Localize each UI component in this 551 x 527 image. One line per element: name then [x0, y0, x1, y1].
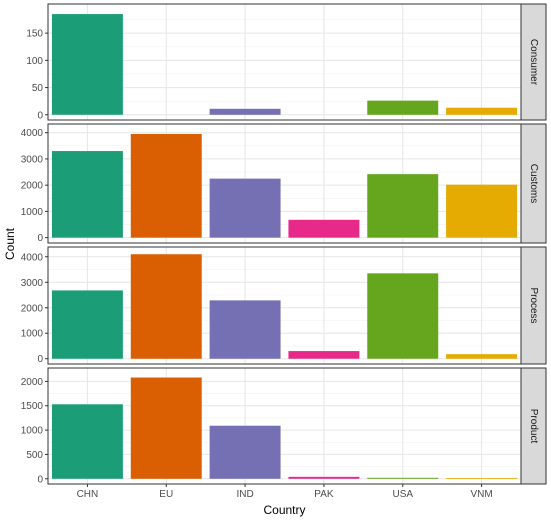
- bar-consumer-vnm: [446, 107, 518, 115]
- facet-label-customs: Customs: [528, 164, 539, 203]
- y-tick-label: 4000: [21, 252, 44, 263]
- bar-product-eu: [130, 377, 202, 479]
- bar-customs-usa: [367, 174, 439, 238]
- panel-background: [48, 247, 521, 364]
- bar-consumer-ind: [209, 108, 281, 115]
- bar-process-vnm: [446, 354, 518, 359]
- bar-customs-eu: [130, 134, 202, 238]
- y-tick-label: 2000: [21, 377, 44, 388]
- x-tick-label: VNM: [470, 489, 492, 500]
- panel-background: [48, 124, 521, 243]
- bar-consumer-chn: [51, 14, 123, 115]
- facet-label-process: Process: [528, 287, 539, 323]
- y-tick-label: 0: [37, 110, 43, 121]
- y-tick-label: 0: [37, 354, 43, 365]
- y-tick-label: 4000: [21, 128, 44, 139]
- y-tick-label: 1500: [21, 401, 44, 412]
- bar-process-eu: [130, 254, 202, 359]
- bar-process-pak: [288, 351, 360, 359]
- bar-process-ind: [209, 300, 281, 359]
- y-tick-label: 1000: [21, 426, 44, 437]
- bar-customs-ind: [209, 178, 281, 238]
- bar-customs-chn: [51, 151, 123, 238]
- y-tick-label: 100: [26, 56, 43, 67]
- y-axis-title: Count: [3, 227, 17, 260]
- y-tick-label: 500: [26, 450, 43, 461]
- x-axis-title: Country: [263, 503, 305, 517]
- bar-product-pak: [288, 476, 360, 479]
- x-tick-label: EU: [159, 489, 173, 500]
- bar-customs-vnm: [446, 184, 518, 238]
- facet-strip: [520, 367, 547, 485]
- x-tick-label: PAK: [314, 489, 334, 500]
- facet-label-consumer: Consumer: [528, 39, 539, 86]
- x-tick-label: IND: [236, 489, 253, 500]
- bar-product-usa: [367, 477, 439, 479]
- bar-product-ind: [209, 425, 281, 479]
- y-tick-label: 1000: [21, 329, 44, 340]
- facet-label-product: Product: [528, 409, 539, 444]
- y-tick-label: 0: [37, 233, 43, 244]
- bar-customs-pak: [288, 219, 360, 238]
- x-tick-label: USA: [392, 489, 413, 500]
- y-tick-label: 150: [26, 29, 43, 40]
- bar-consumer-usa: [367, 100, 439, 115]
- y-tick-label: 2000: [21, 303, 44, 314]
- y-tick-label: 3000: [21, 278, 44, 289]
- facet-strip: [520, 3, 547, 121]
- y-tick-label: 2000: [21, 181, 44, 192]
- y-tick-label: 1000: [21, 207, 44, 218]
- bar-product-chn: [51, 404, 123, 479]
- y-tick-label: 0: [37, 474, 43, 485]
- x-tick-label: CHN: [77, 489, 99, 500]
- facet-strip: [520, 246, 547, 365]
- facet-strip: [520, 123, 547, 244]
- y-tick-label: 3000: [21, 154, 44, 165]
- panel-background: [48, 4, 521, 120]
- panel-background: [48, 368, 521, 484]
- y-tick-label: 50: [32, 83, 44, 94]
- bar-product-vnm: [446, 478, 518, 479]
- bar-process-usa: [367, 273, 439, 359]
- bar-process-chn: [51, 290, 123, 359]
